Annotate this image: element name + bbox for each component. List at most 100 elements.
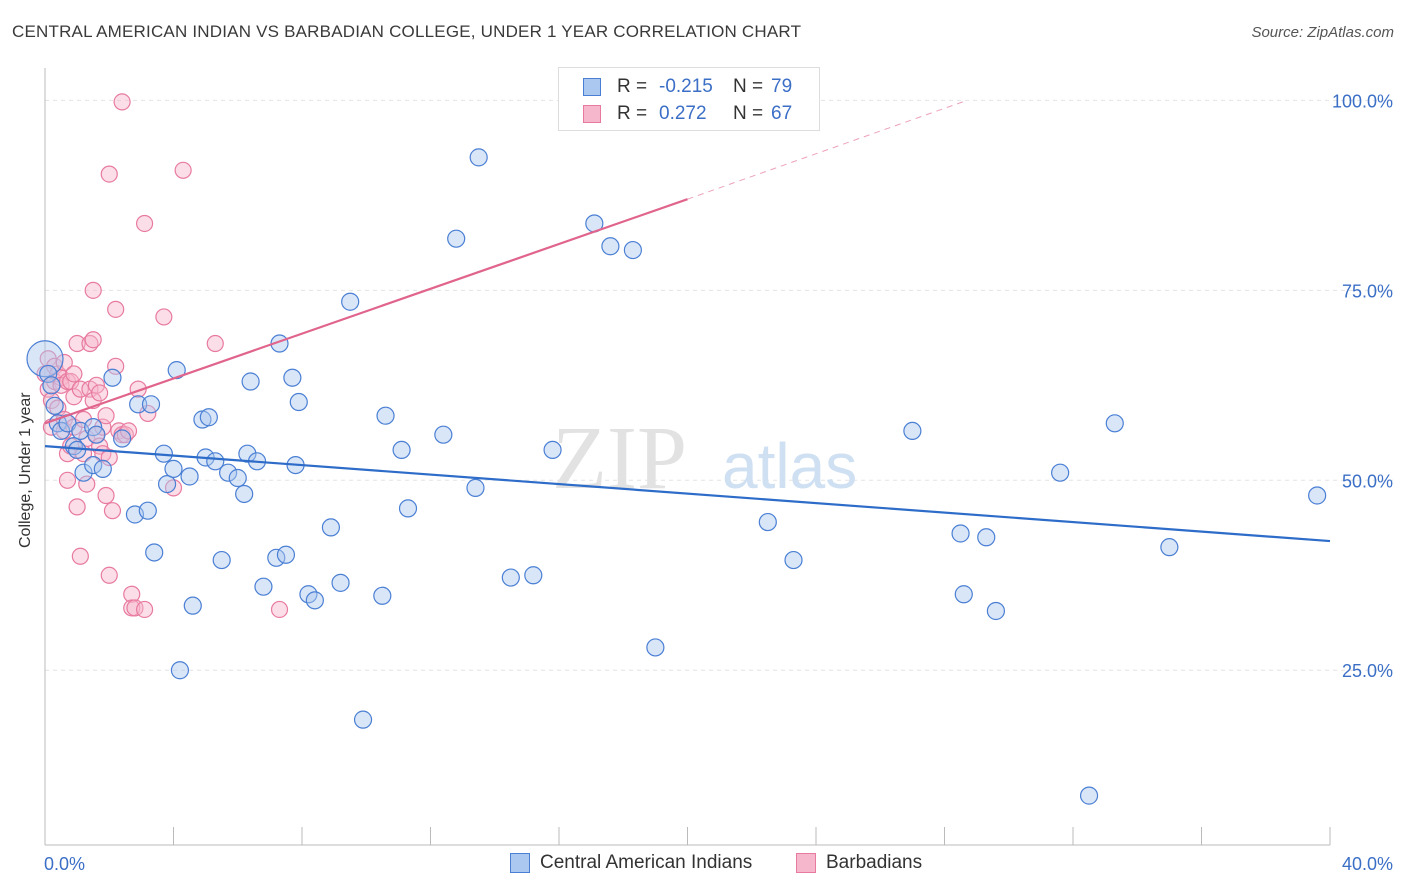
trend-line-barbadians xyxy=(44,198,688,425)
barbadians-point xyxy=(107,357,125,375)
central-american-indians-point xyxy=(228,468,247,488)
x-tick-label: 40.0% xyxy=(1342,854,1393,874)
barbadians-point xyxy=(84,331,102,349)
central-american-indians-point xyxy=(321,518,341,537)
central-american-indians-point xyxy=(623,240,642,260)
central-american-indians-point xyxy=(524,566,543,585)
central-american-indians-point xyxy=(170,661,190,680)
central-american-indians-point xyxy=(1051,463,1070,482)
source-label: Source: ZipAtlas.com xyxy=(1251,24,1394,41)
legend-r-label: R = xyxy=(617,103,648,124)
central-american-indians-point xyxy=(103,368,122,387)
central-american-indians-point xyxy=(331,573,350,592)
central-american-indians-point xyxy=(84,455,103,475)
central-american-indians-point xyxy=(164,459,183,478)
y-tick-label: 50.0% xyxy=(1342,471,1393,491)
central-american-indians-point xyxy=(254,577,273,596)
barbadians-point xyxy=(119,422,138,440)
legend-swatch-blue xyxy=(583,78,601,96)
watermark-atlas: atlas xyxy=(722,430,857,502)
legend-n-label: N = xyxy=(733,103,764,124)
central-american-indians-point xyxy=(305,591,324,610)
central-american-indians-point xyxy=(392,440,411,460)
central-american-indians-point xyxy=(373,586,392,605)
central-american-indians-point xyxy=(434,425,453,444)
y-tick-label: 100.0% xyxy=(1332,91,1393,111)
central-american-indians-point xyxy=(219,463,238,482)
central-american-indians-point xyxy=(235,484,254,504)
barbadians-point xyxy=(135,214,154,233)
central-american-indians-point xyxy=(145,543,164,562)
central-american-indians-point xyxy=(341,292,360,311)
central-american-indians-point xyxy=(1160,538,1179,557)
central-american-indians-point xyxy=(466,478,485,497)
y-tick-label: 25.0% xyxy=(1342,661,1393,681)
barbadians-point xyxy=(100,566,118,584)
central-american-indians-point xyxy=(601,237,620,256)
barbadians-point xyxy=(78,475,96,493)
central-american-indians-point xyxy=(289,392,308,412)
trend-line-central-american-indians xyxy=(44,445,1331,543)
central-american-indians-point xyxy=(74,463,93,482)
barbadians-point xyxy=(113,93,131,111)
central-american-indians-point xyxy=(646,638,665,657)
bottom-legend-swatch-pink xyxy=(796,853,816,873)
barbadians-point xyxy=(100,165,118,183)
correlation-legend: R = -0.215 N = 79 R = 0.272 N = 67 xyxy=(558,67,820,131)
central-american-indians-point xyxy=(469,148,488,167)
barbadians-point xyxy=(91,384,109,402)
barbadians-point xyxy=(270,600,289,619)
central-american-indians-point xyxy=(543,440,562,460)
central-american-indians-point xyxy=(212,550,231,570)
central-american-indians-point xyxy=(283,368,302,387)
central-american-indians-point xyxy=(141,395,161,414)
legend-n-value-blue: 79 xyxy=(771,76,793,97)
central-american-indians-point xyxy=(167,361,186,380)
central-american-indians-point xyxy=(447,229,466,248)
central-american-indians-point xyxy=(276,545,296,564)
central-american-indians-point xyxy=(951,524,970,543)
central-american-indians-point xyxy=(129,395,148,414)
barbadians-point xyxy=(58,471,77,489)
central-american-indians-point xyxy=(238,444,257,463)
central-american-indians-point xyxy=(39,364,58,384)
barbadians-point xyxy=(65,365,83,383)
x-tick-label: 0.0% xyxy=(44,854,85,874)
barbadians-point xyxy=(103,502,122,520)
barbadians-point xyxy=(107,300,125,318)
legend-r-value-pink: 0.272 xyxy=(659,103,707,124)
legend-n-label: N = xyxy=(733,76,764,97)
central-american-indians-point xyxy=(1105,414,1124,433)
trend-line-barbadians-extension xyxy=(687,99,968,200)
central-american-indians-point xyxy=(376,406,395,425)
central-american-indians-point xyxy=(986,601,1006,621)
bottom-legend-label-pink: Barbadians xyxy=(826,852,923,873)
legend-r-label: R = xyxy=(617,76,648,97)
central-american-indians-point xyxy=(977,528,996,547)
central-american-indians-point xyxy=(183,596,202,615)
legend-r-value-blue: -0.215 xyxy=(659,76,713,97)
barbadians-point xyxy=(135,600,154,619)
barbadians-point xyxy=(123,585,141,603)
barbadians-point xyxy=(71,547,89,565)
chart-title: CENTRAL AMERICAN INDIAN VS BARBADIAN COL… xyxy=(12,22,802,41)
barbadians-point xyxy=(68,334,86,353)
watermark: ZIP atlas xyxy=(552,409,857,508)
legend-n-value-pink: 67 xyxy=(771,103,793,124)
central-american-indians-point xyxy=(1079,786,1099,805)
central-american-indians-point xyxy=(45,396,64,415)
barbadians-point xyxy=(206,334,224,353)
y-tick-label: 75.0% xyxy=(1342,281,1393,301)
central-american-indians-point xyxy=(954,585,973,604)
axes xyxy=(44,68,1331,846)
central-american-indians-point xyxy=(87,425,106,444)
central-american-indians-point xyxy=(398,499,418,518)
barbadians-point xyxy=(100,448,118,467)
central-american-indians-point xyxy=(42,376,61,395)
tick-labels: 25.0% 50.0% 75.0% 100.0% 0.0% 40.0% xyxy=(44,91,1393,874)
bottom-legend-barbadians: Barbadians xyxy=(796,852,922,874)
bottom-legend-central-american-indians: Central American Indians xyxy=(510,852,752,874)
trend-lines xyxy=(44,99,1331,543)
central-american-indians-point xyxy=(758,512,777,532)
